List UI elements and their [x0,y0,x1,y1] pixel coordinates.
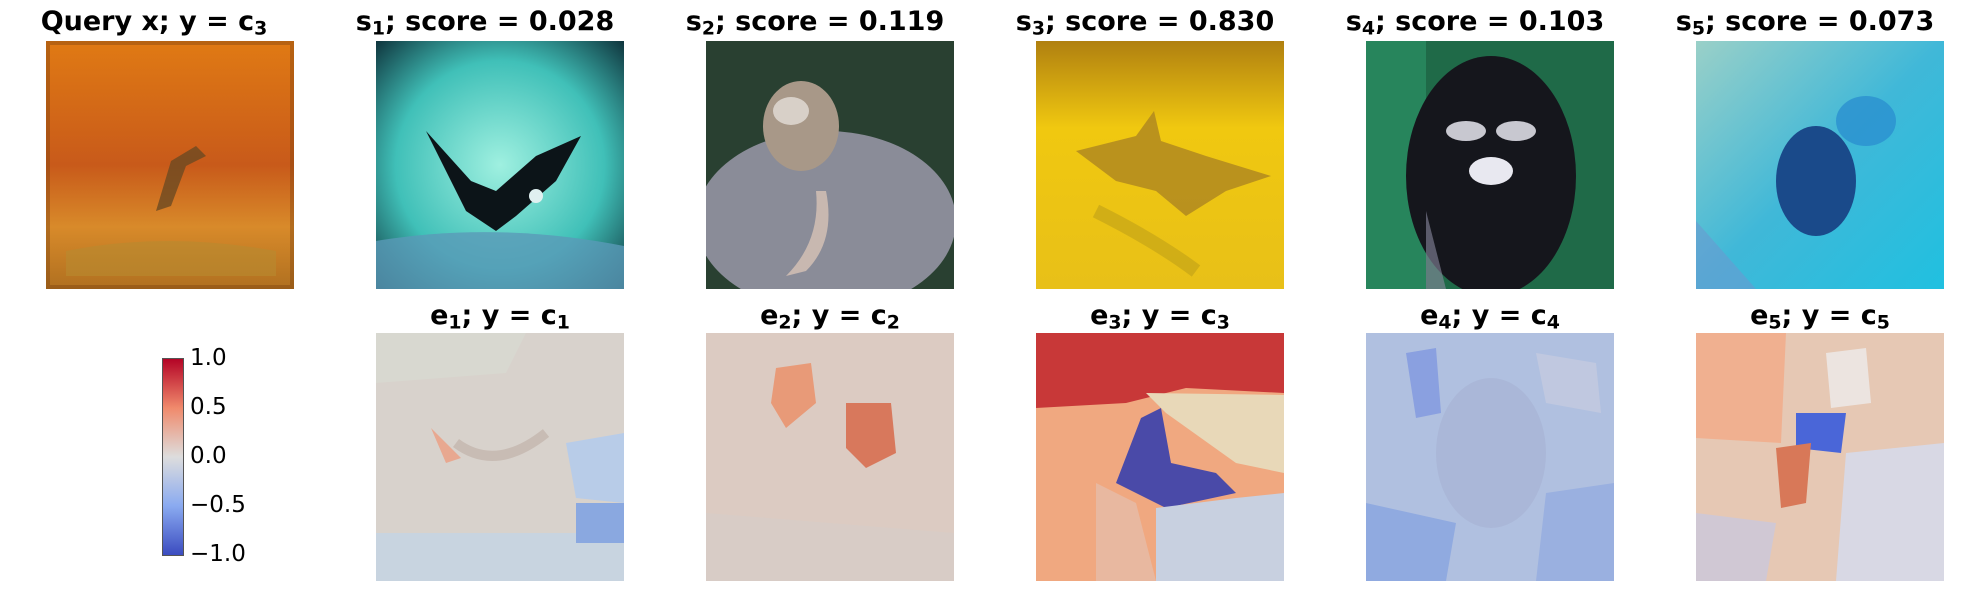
colorbar-tick-5: −1.0 [190,541,246,567]
sample-2-score: 0.119 [858,6,945,37]
sample-5-image [1696,41,1944,289]
explanation-3-index: 3 [1108,311,1122,334]
explanation-4-title: e4; y = c4 [1420,300,1560,334]
explanation-5-index: 5 [1768,311,1782,334]
explanation-5-title: e5; y = c5 [1750,300,1890,334]
explanation-5-class: 5 [1876,311,1890,334]
explanation-1-title: e1; y = c1 [430,300,570,334]
sample-1-index: 1 [371,17,385,40]
explanation-3-image [1036,333,1284,581]
query-title: Query x; y = c3 [40,6,268,40]
colorbar [162,358,184,556]
sample-5-index: 5 [1691,17,1705,40]
query-image [46,41,294,289]
sample-2-index: 2 [701,17,715,40]
sample-1-image [376,41,624,289]
query-label: Query x [40,6,159,37]
sample-3-score: 0.830 [1188,6,1275,37]
sample-2-title: s2; score = 0.119 [685,6,945,40]
sample-3-title: s3; score = 0.830 [1015,6,1275,40]
sample-1-score: 0.028 [528,6,615,37]
query-class-sub: 3 [254,17,268,40]
sample-4-image [1366,41,1614,289]
sample-4-score: 0.103 [1518,6,1605,37]
explanation-1-class: 1 [556,311,570,334]
explanation-1-index: 1 [448,311,462,334]
explanation-5-image [1696,333,1944,581]
explanation-2-class: 2 [886,311,900,334]
colorbar-tick-3: 0.0 [190,443,227,469]
explanation-2-title: e2; y = c2 [760,300,900,334]
colorbar-tick-2: 0.5 [190,394,227,420]
sample-4-index: 4 [1361,17,1375,40]
colorbar-tick-1: 1.0 [190,345,227,371]
explanation-4-image [1366,333,1614,581]
explanation-1-image [376,333,624,581]
explanation-4-index: 4 [1438,311,1452,334]
sample-1-title: s1; score = 0.028 [355,6,615,40]
sample-4-title: s4; score = 0.103 [1345,6,1605,40]
sample-5-title: s5; score = 0.073 [1675,6,1935,40]
explanation-2-image [706,333,954,581]
sample-3-image [1036,41,1284,289]
explanation-3-class: 3 [1216,311,1230,334]
explanation-3-title: e3; y = c3 [1090,300,1230,334]
sample-5-score: 0.073 [1848,6,1935,37]
colorbar-tick-4: −0.5 [190,492,246,518]
explanation-2-index: 2 [778,311,792,334]
sample-2-image [706,41,954,289]
explanation-4-class: 4 [1546,311,1560,334]
sample-3-index: 3 [1031,17,1045,40]
